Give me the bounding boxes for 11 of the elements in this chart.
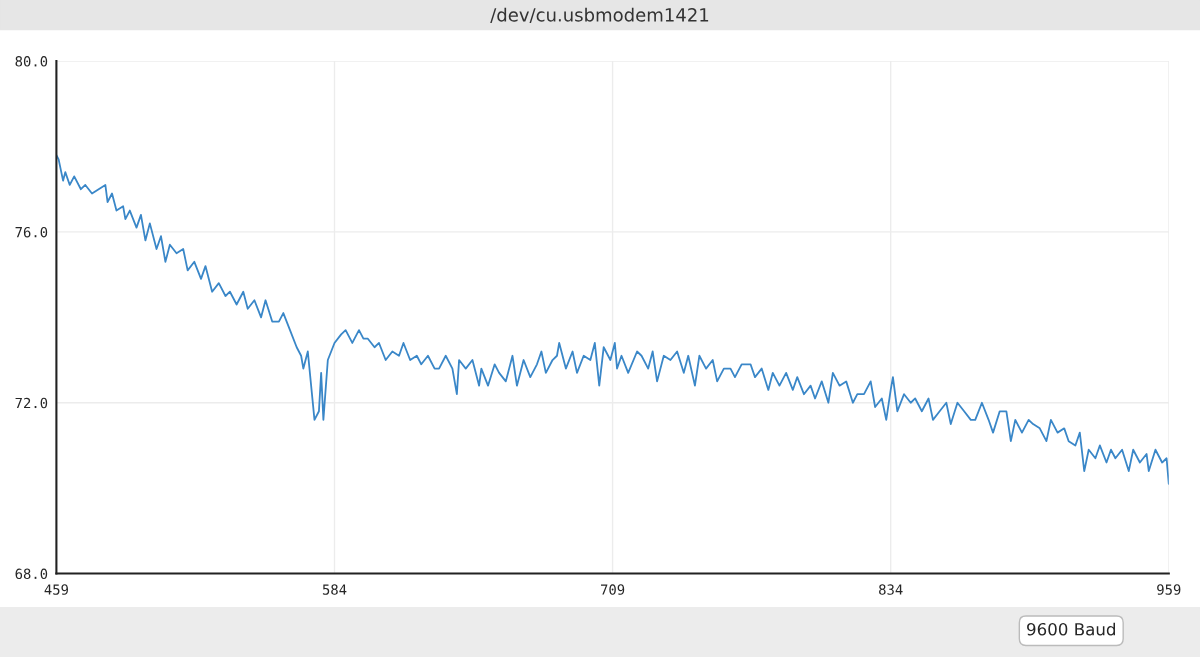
y-tick-label: 72.0: [15, 397, 48, 409]
text: 9600 Baud: [1027, 622, 1115, 636]
x-tick-label: 459: [44, 584, 68, 595]
y-tick-label: 68.0: [15, 568, 48, 580]
x-tick-label: 709: [601, 584, 625, 595]
chart-title: /dev/cu.usbmodem1421: [490, 7, 709, 24]
x-tick-label: 584: [322, 584, 347, 595]
y-tick-label: 80.0: [15, 56, 48, 67]
x-tick-label: 959: [1157, 584, 1181, 595]
x-tick-label: 834: [879, 584, 903, 595]
y-tick-label: 76.0: [15, 226, 48, 238]
